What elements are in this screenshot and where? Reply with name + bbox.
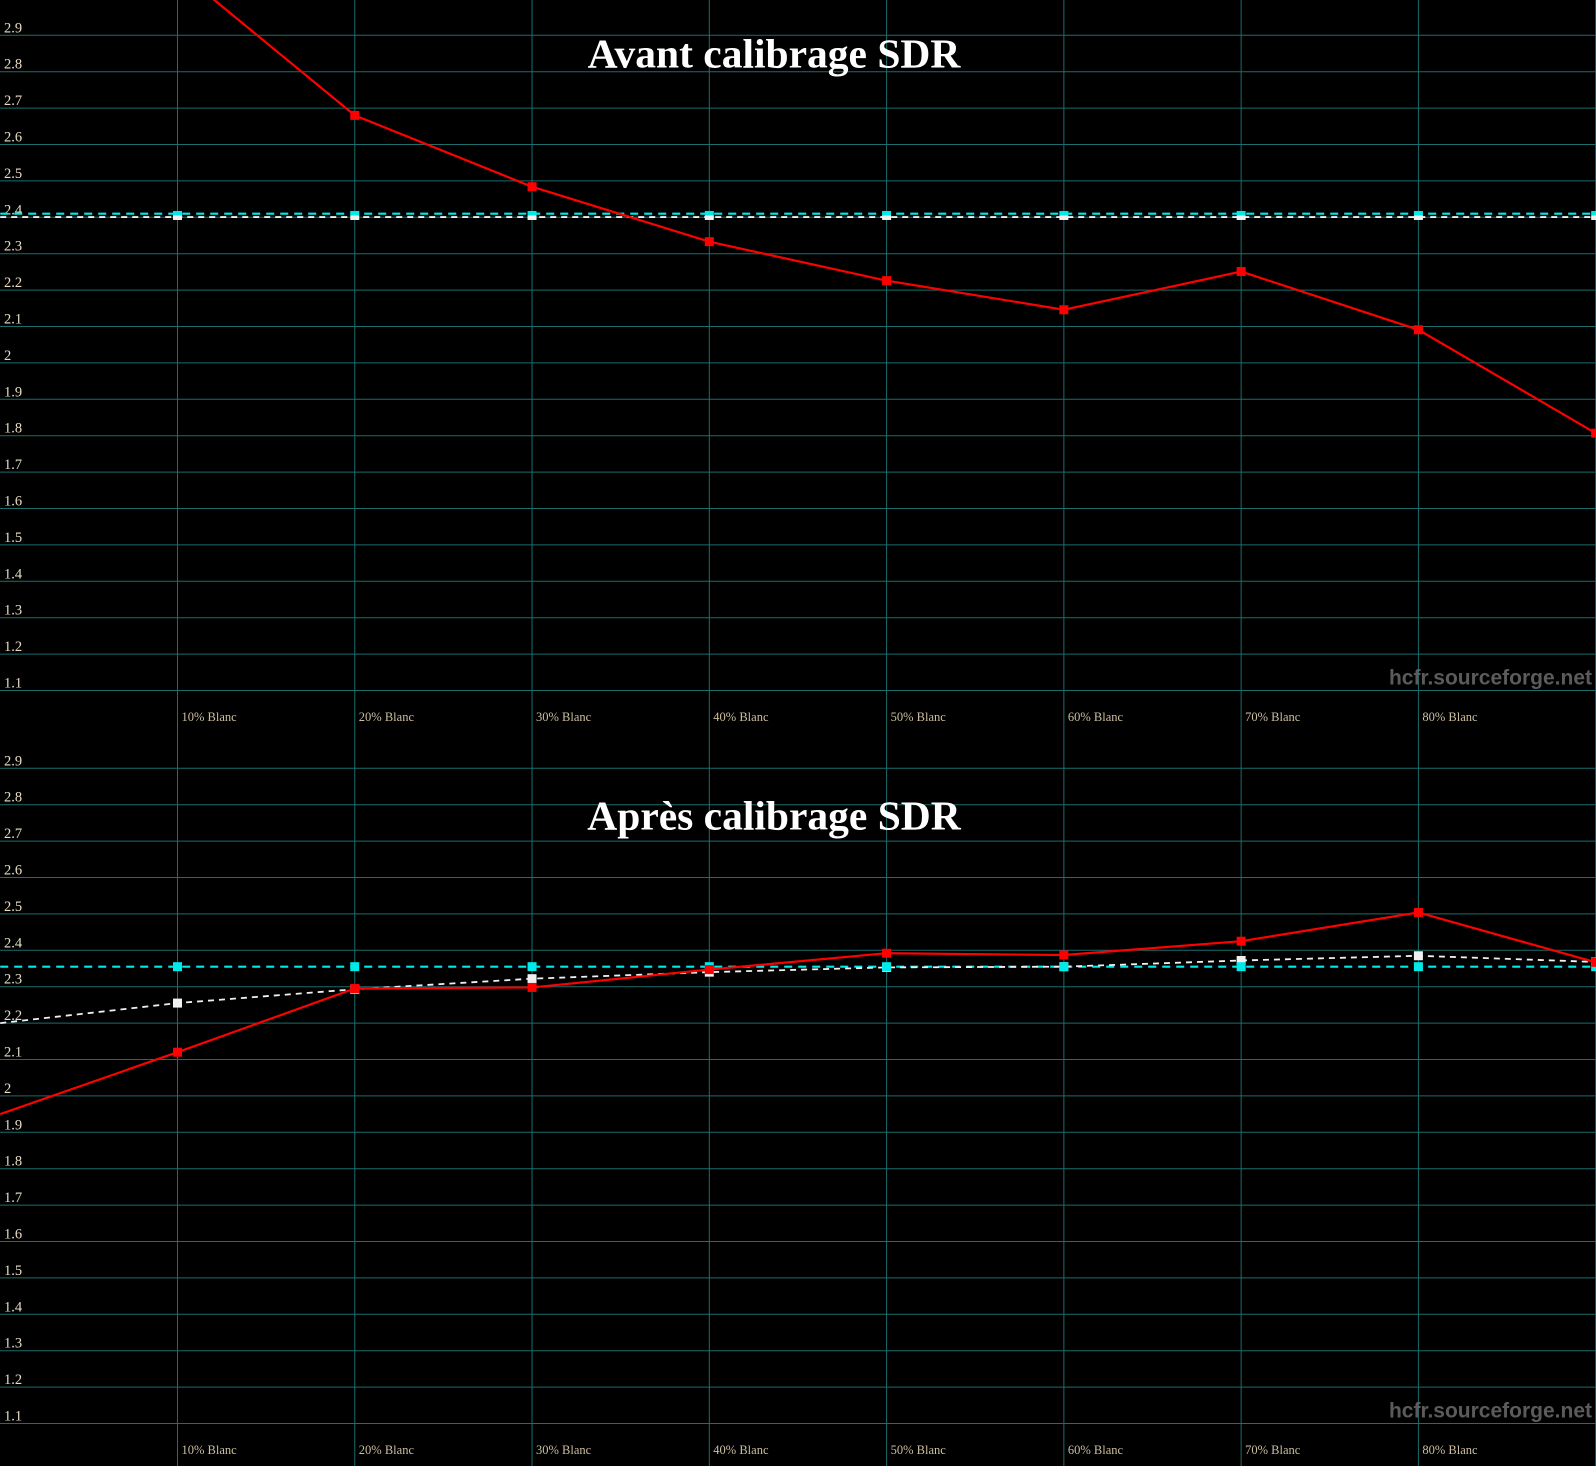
svg-text:60% Blanc: 60% Blanc	[1068, 1443, 1124, 1457]
svg-text:2.6: 2.6	[4, 130, 22, 146]
svg-text:50% Blanc: 50% Blanc	[891, 1443, 947, 1457]
svg-text:80% Blanc: 80% Blanc	[1422, 1443, 1478, 1457]
svg-text:1.4: 1.4	[4, 1299, 23, 1315]
svg-text:70% Blanc: 70% Blanc	[1245, 1443, 1301, 1457]
svg-text:2.1: 2.1	[4, 1045, 22, 1061]
svg-text:80% Blanc: 80% Blanc	[1422, 710, 1478, 724]
svg-text:2.3: 2.3	[4, 972, 22, 988]
svg-text:1.4: 1.4	[4, 566, 23, 582]
svg-text:2.9: 2.9	[4, 20, 22, 36]
svg-text:1.2: 1.2	[4, 639, 22, 655]
svg-text:1.6: 1.6	[4, 494, 22, 510]
svg-text:2.5: 2.5	[4, 899, 22, 915]
svg-text:hcfr.sourceforge.net: hcfr.sourceforge.net	[1389, 1400, 1592, 1423]
svg-text:10% Blanc: 10% Blanc	[182, 1443, 238, 1457]
svg-text:1.9: 1.9	[4, 1117, 22, 1133]
svg-text:2: 2	[4, 348, 11, 364]
svg-text:1.5: 1.5	[4, 530, 22, 546]
svg-text:70% Blanc: 70% Blanc	[1245, 710, 1301, 724]
svg-text:2.9: 2.9	[4, 753, 22, 769]
svg-text:1.7: 1.7	[4, 457, 22, 473]
svg-text:2: 2	[4, 1081, 11, 1097]
svg-text:hcfr.sourceforge.net: hcfr.sourceforge.net	[1389, 667, 1592, 690]
svg-text:2.7: 2.7	[4, 93, 22, 109]
svg-text:40% Blanc: 40% Blanc	[713, 710, 769, 724]
svg-text:1.8: 1.8	[4, 421, 22, 437]
svg-text:1.1: 1.1	[4, 676, 22, 692]
svg-text:2.6: 2.6	[4, 863, 22, 879]
svg-text:2.5: 2.5	[4, 166, 22, 182]
svg-text:Avant calibrage SDR: Avant calibrage SDR	[588, 31, 962, 77]
svg-text:60% Blanc: 60% Blanc	[1068, 710, 1124, 724]
svg-text:2.3: 2.3	[4, 239, 22, 255]
svg-text:1.5: 1.5	[4, 1263, 22, 1279]
svg-text:1.3: 1.3	[4, 603, 22, 619]
svg-text:2.4: 2.4	[4, 202, 23, 218]
svg-text:2.8: 2.8	[4, 57, 22, 73]
svg-text:1.7: 1.7	[4, 1190, 22, 1206]
svg-text:30% Blanc: 30% Blanc	[536, 710, 592, 724]
svg-text:2.7: 2.7	[4, 826, 22, 842]
svg-text:50% Blanc: 50% Blanc	[891, 710, 947, 724]
svg-text:1.1: 1.1	[4, 1409, 22, 1425]
svg-text:1.3: 1.3	[4, 1336, 22, 1352]
svg-text:30% Blanc: 30% Blanc	[536, 1443, 592, 1457]
svg-text:2.4: 2.4	[4, 935, 23, 951]
svg-text:1.6: 1.6	[4, 1227, 22, 1243]
svg-text:2.8: 2.8	[4, 790, 22, 806]
svg-text:1.9: 1.9	[4, 384, 22, 400]
svg-text:2.2: 2.2	[4, 275, 22, 291]
svg-text:2.1: 2.1	[4, 312, 22, 328]
svg-text:20% Blanc: 20% Blanc	[359, 710, 415, 724]
svg-text:Après calibrage SDR: Après calibrage SDR	[587, 793, 961, 839]
svg-text:1.2: 1.2	[4, 1372, 22, 1388]
svg-text:40% Blanc: 40% Blanc	[713, 1443, 769, 1457]
svg-text:20% Blanc: 20% Blanc	[359, 1443, 415, 1457]
svg-text:1.8: 1.8	[4, 1154, 22, 1170]
svg-text:10% Blanc: 10% Blanc	[182, 710, 238, 724]
